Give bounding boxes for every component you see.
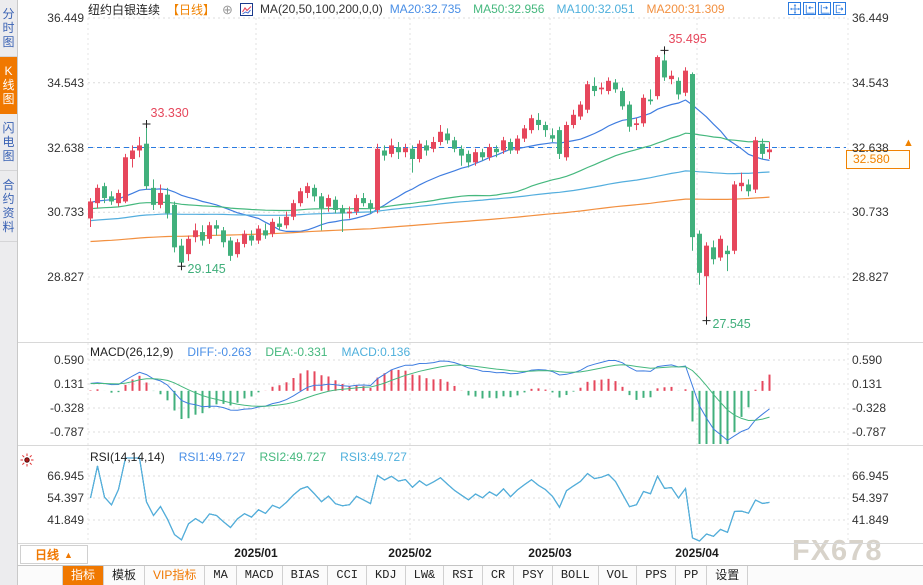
macd-title: MACD(26,12,9) <box>90 345 174 359</box>
toolbar-item-MACD[interactable]: MACD <box>237 566 283 585</box>
toolbar-item-BOLL[interactable]: BOLL <box>553 566 599 585</box>
toolbar-item-CR[interactable]: CR <box>483 566 515 585</box>
price-annotation: 35.495 <box>668 32 707 47</box>
macd-values: DIFF:-0.263 DEA:-0.331 MACD:0.136 <box>187 345 410 359</box>
period-selector[interactable]: 日线 ▲ <box>20 545 88 564</box>
toolbar-item-指标[interactable]: 指标 <box>62 566 105 585</box>
toolbar-item-PSY[interactable]: PSY <box>514 566 553 585</box>
main-y-axis-label: 28.827 <box>852 270 889 284</box>
rsi-y-axis-label: 66.945 <box>852 469 889 483</box>
dropdown-arrow-icon: ▲ <box>64 549 73 560</box>
toolbar-item-模板[interactable]: 模板 <box>104 566 146 585</box>
rsi-y-axis-label: 66.945 <box>47 469 84 483</box>
main-y-axis-label: 32.638 <box>852 140 889 155</box>
pan-right-icon[interactable] <box>833 2 846 15</box>
sidebar-tab[interactable]: 分时图 <box>0 0 17 57</box>
rsi-panel-header: RSI(14,14,14) RSI1:49.727 RSI2:49.727 RSI3… <box>90 450 407 464</box>
kline-style-icon[interactable] <box>239 2 253 16</box>
sidebar-tab[interactable]: 闪电图 <box>0 114 17 171</box>
macd-y-axis-label: 0.590 <box>53 353 84 367</box>
period-selector-label: 日线 <box>35 548 60 562</box>
main-y-axis-label: 34.543 <box>47 75 84 90</box>
toolbar-item-KDJ[interactable]: KDJ <box>367 566 406 585</box>
toolbar-item-BIAS[interactable]: BIAS <box>283 566 329 585</box>
indicator-toolbar: 指标 模板 VIP指标 MA MACD BIAS CCI KDJ LW& RSI CR PSY BOLL… <box>18 565 923 585</box>
x-axis-date-label: 2025/03 <box>528 546 572 560</box>
rsi-title: RSI(14,14,14) <box>90 450 165 464</box>
main-y-axis-label: 28.827 <box>47 270 84 284</box>
x-axis-date-label: 2025/04 <box>675 546 719 560</box>
rsi-y-axis-label: 41.849 <box>852 513 889 527</box>
macd-y-axis-label: 0.131 <box>53 377 84 391</box>
main-y-axis-label: 30.733 <box>852 205 889 220</box>
rsi-value: RSI1:49.727 <box>178 450 246 464</box>
last-price-badge: 32.580 <box>846 150 910 169</box>
toolbar-item-VOL[interactable]: VOL <box>599 566 638 585</box>
toolbar-item-MA[interactable]: MA <box>205 566 237 585</box>
ma-value: MA20:32.735 <box>389 2 462 16</box>
macd-y-axis-label: 0.131 <box>852 377 883 391</box>
x-axis-date-label: 2025/02 <box>388 546 432 560</box>
symbol-title: 纽约白银连续 <box>88 2 161 17</box>
toolbar-item-RSI[interactable]: RSI <box>444 566 483 585</box>
rsi-value: RSI2:49.727 <box>259 450 327 464</box>
macd-y-axis-label: 0.590 <box>852 353 883 367</box>
toolbar-item-LW&[interactable]: LW& <box>406 566 445 585</box>
compress-icon[interactable] <box>803 2 816 15</box>
sidebar-tab[interactable]: 合约资料 <box>0 171 17 242</box>
macd-panel-header: MACD(26,12,9) DIFF:-0.263 DEA:-0.331 MACD:… <box>90 345 410 359</box>
macd-y-axis-label: -0.787 <box>852 425 887 439</box>
main-y-axis-label: 34.543 <box>852 75 889 90</box>
rsi-y-axis-label: 54.397 <box>852 491 889 505</box>
chart-window-buttons <box>788 2 846 15</box>
rsi-y-axis-label: 54.397 <box>47 491 84 505</box>
watermark: FX678 <box>792 535 883 567</box>
toolbar-item-设置[interactable]: 设置 <box>707 566 749 585</box>
add-indicator-icon[interactable]: ⊕ <box>222 1 233 17</box>
price-annotation: 33.330 <box>150 105 189 120</box>
chart-header: 纽约白银连续 【日线】 ⊕ MA(20,50,100,200,0,0) MA20… <box>88 0 725 18</box>
x-axis-date-label: 2025/01 <box>234 546 278 560</box>
ma-value: MA50:32.956 <box>473 2 545 16</box>
macd-value: DIFF:-0.263 <box>187 345 252 359</box>
period-tag: 【日线】 <box>167 2 216 17</box>
toolbar-item-PP[interactable]: PP <box>676 566 708 585</box>
crosshair-icon[interactable] <box>788 2 801 15</box>
macd-value: MACD:0.136 <box>341 345 411 359</box>
macd-value: DEA:-0.331 <box>265 345 328 359</box>
ma-formula: MA(20,50,100,200,0,0) <box>259 2 383 16</box>
ma-value: MA200:31.309 <box>646 2 725 16</box>
main-y-axis-label: 32.638 <box>47 140 84 155</box>
macd-y-axis-label: -0.328 <box>49 401 84 415</box>
main-y-axis-label: 36.449 <box>47 11 84 25</box>
rsi-values: RSI1:49.727 RSI2:49.727 RSI3:49.727 <box>179 450 407 464</box>
macd-y-axis-label: -0.328 <box>852 401 887 415</box>
main-y-axis-label: 36.449 <box>852 11 889 25</box>
toolbar-item-PPS[interactable]: PPS <box>637 566 676 585</box>
toolbar-item-CCI[interactable]: CCI <box>328 566 368 585</box>
live-alert-icon <box>20 453 34 467</box>
main-y-axis-label: 30.733 <box>47 205 84 220</box>
ma-value: MA100:32.051 <box>556 2 635 16</box>
macd-y-axis-label: -0.787 <box>49 425 84 439</box>
price-annotation: 29.145 <box>187 262 226 277</box>
chart-type-sidebar: 分时图 K线图 闪电图 合约资料 <box>0 0 18 585</box>
ma-values: MA20:32.735 MA50:32.956 MA100:32.051 MA200:… <box>390 2 725 16</box>
price-annotation: 27.545 <box>712 316 751 331</box>
rsi-value: RSI3:49.727 <box>340 450 407 464</box>
rsi-y-axis-label: 41.849 <box>47 513 84 527</box>
sidebar-tab[interactable]: K线图 <box>0 57 17 114</box>
price-up-arrow-icon: ▲ <box>903 137 914 149</box>
expand-icon[interactable] <box>818 2 831 15</box>
toolbar-item-VIP指标[interactable]: VIP指标 <box>145 566 206 585</box>
